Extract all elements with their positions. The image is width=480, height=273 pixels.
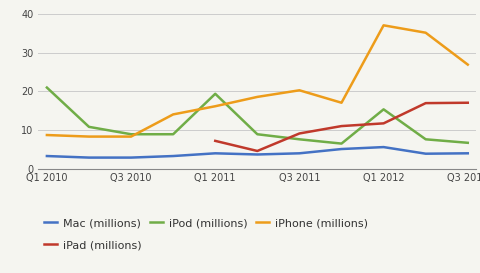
Legend: iPad (millions): iPad (millions) (44, 240, 141, 250)
